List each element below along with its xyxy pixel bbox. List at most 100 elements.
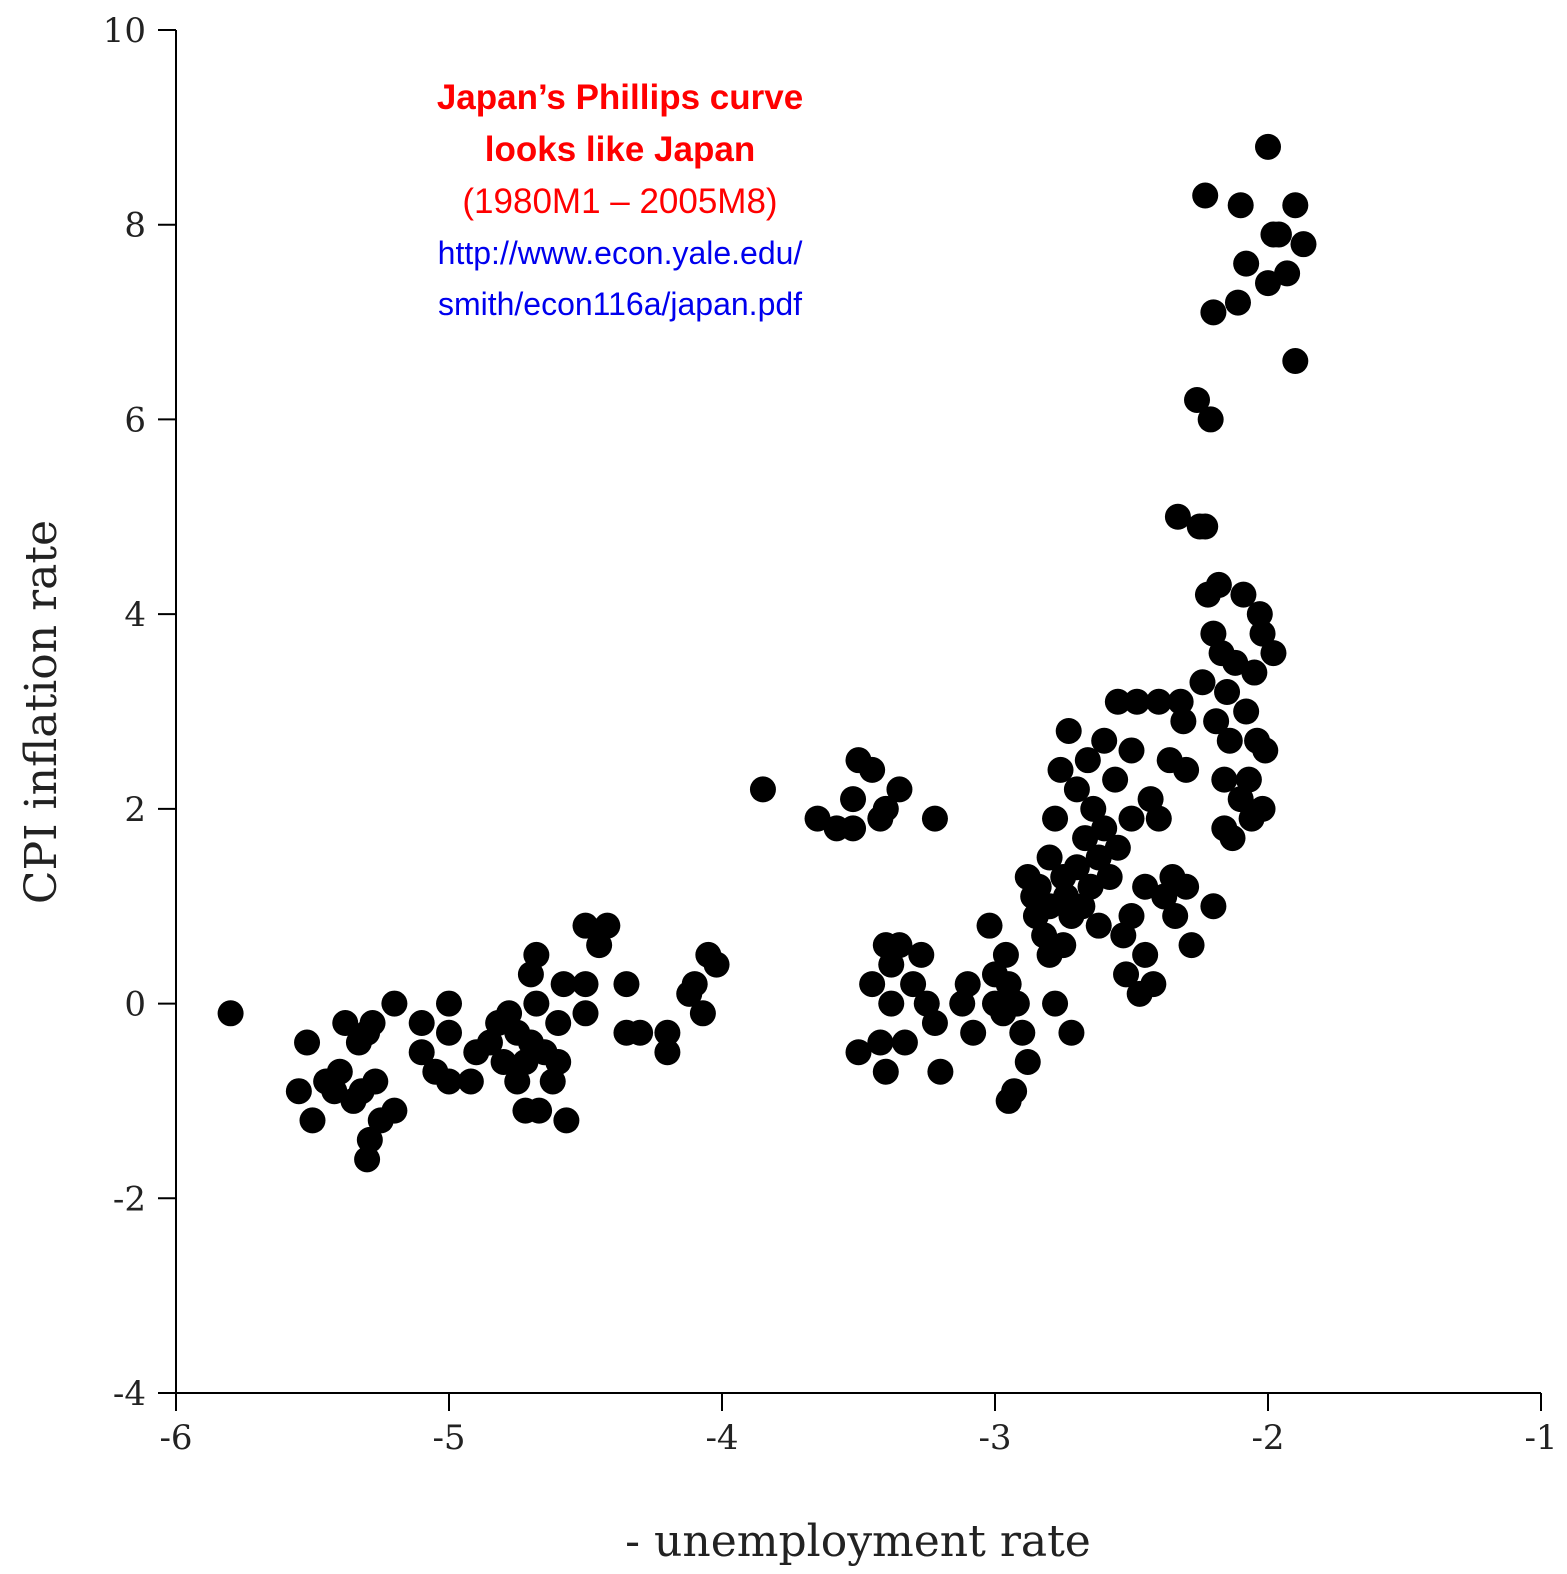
data-point: [1173, 873, 1200, 900]
data-point: [703, 951, 730, 978]
data-point: [553, 1107, 580, 1134]
data-point: [586, 932, 613, 959]
y-tick-label: -2: [113, 1179, 146, 1219]
data-point: [1203, 708, 1230, 735]
data-point: [1227, 786, 1254, 813]
data-point: [1173, 756, 1200, 783]
data-point: [1110, 922, 1137, 949]
data-point: [1091, 727, 1118, 754]
data-point: [1118, 805, 1145, 832]
data-point: [517, 961, 544, 988]
data-point: [1072, 825, 1099, 852]
data-point: [1031, 922, 1058, 949]
data-point: [526, 1097, 553, 1124]
data-point: [504, 1068, 531, 1095]
data-point: [1162, 902, 1189, 929]
data-point: [1058, 1019, 1085, 1046]
data-point: [1077, 873, 1104, 900]
data-point: [321, 1078, 348, 1105]
data-point: [354, 1146, 381, 1173]
x-axis-title: - unemployment rate: [625, 1516, 1091, 1567]
data-point: [217, 1000, 244, 1027]
data-point: [1055, 717, 1082, 744]
data-point: [545, 1010, 572, 1037]
x-tick-label: -1: [1524, 1418, 1557, 1458]
data-point: [362, 1068, 389, 1095]
data-point: [878, 951, 905, 978]
data-point: [992, 941, 1019, 968]
data-point: [878, 990, 905, 1017]
data-point: [1255, 270, 1281, 297]
data-point: [627, 1019, 654, 1046]
data-point: [1164, 503, 1191, 530]
data-point: [976, 912, 1003, 939]
data-point: [886, 932, 913, 959]
data-point: [1192, 182, 1219, 209]
data-point: [1104, 834, 1131, 861]
data-point: [1178, 932, 1205, 959]
data-point: [1001, 1078, 1028, 1105]
data-point: [1123, 688, 1150, 715]
data-point: [1170, 708, 1197, 735]
data-point: [845, 1039, 872, 1066]
x-tick-label: -3: [978, 1418, 1011, 1458]
y-tick-label: 6: [124, 400, 146, 440]
data-point: [900, 971, 927, 998]
annotation-url-line-2: smith/econ116a/japan.pdf: [437, 286, 803, 322]
y-tick-label: -4: [113, 1374, 146, 1414]
data-point: [1265, 221, 1292, 248]
data-point: [840, 815, 867, 842]
y-tick-label: 4: [124, 595, 146, 635]
data-point: [436, 1068, 462, 1095]
annotation-title-line-2: looks like Japan: [484, 130, 756, 169]
data-point: [1009, 1019, 1036, 1046]
data-point: [1255, 133, 1281, 160]
data-point: [872, 795, 899, 822]
data-point: [840, 786, 867, 813]
data-point: [921, 805, 948, 832]
data-point: [1151, 883, 1178, 910]
data-point: [1145, 805, 1172, 832]
x-tick-label: -6: [159, 1418, 192, 1458]
data-point: [1080, 795, 1107, 822]
data-point: [294, 1029, 321, 1056]
data-point: [1233, 250, 1260, 277]
data-point: [1260, 640, 1287, 667]
data-point: [949, 990, 976, 1017]
data-point: [572, 912, 599, 939]
data-point: [1200, 893, 1227, 920]
data-point: [1113, 961, 1140, 988]
y-tick-label: 10: [103, 11, 146, 51]
data-point: [913, 990, 940, 1017]
data-point: [1091, 815, 1118, 842]
data-point: [1282, 192, 1309, 219]
data-point: [1104, 688, 1131, 715]
data-point: [1063, 776, 1090, 803]
data-point: [572, 971, 599, 998]
annotation-url-line-1: http://www.econ.yale.edu/: [437, 235, 803, 271]
data-point: [523, 990, 550, 1017]
data-point: [457, 1068, 484, 1095]
data-point: [326, 1058, 353, 1085]
data-point: [927, 1058, 954, 1085]
data-point: [681, 971, 708, 998]
chart-annotation: Japan’s Phillips curve looks like Japan …: [380, 72, 860, 330]
data-point: [1050, 932, 1077, 959]
data-point: [1085, 844, 1112, 871]
data-point: [1003, 990, 1030, 1017]
data-point: [1219, 825, 1246, 852]
data-point: [496, 1000, 523, 1027]
data-point: [1096, 864, 1123, 891]
x-axis: -6 -5 -4 -3 -2 -1: [159, 1392, 1558, 1458]
y-tick-label: 2: [124, 790, 146, 830]
data-point: [408, 1039, 435, 1066]
y-tick-label: 8: [124, 206, 146, 246]
data-point: [1224, 289, 1251, 316]
y-axis: -4 -2 0 2 4 6 8 10: [103, 11, 177, 1414]
data-point: [1274, 260, 1301, 287]
data-point: [1205, 571, 1232, 598]
data-point: [654, 1039, 681, 1066]
data-point: [1118, 737, 1145, 764]
data-point: [872, 1058, 899, 1085]
